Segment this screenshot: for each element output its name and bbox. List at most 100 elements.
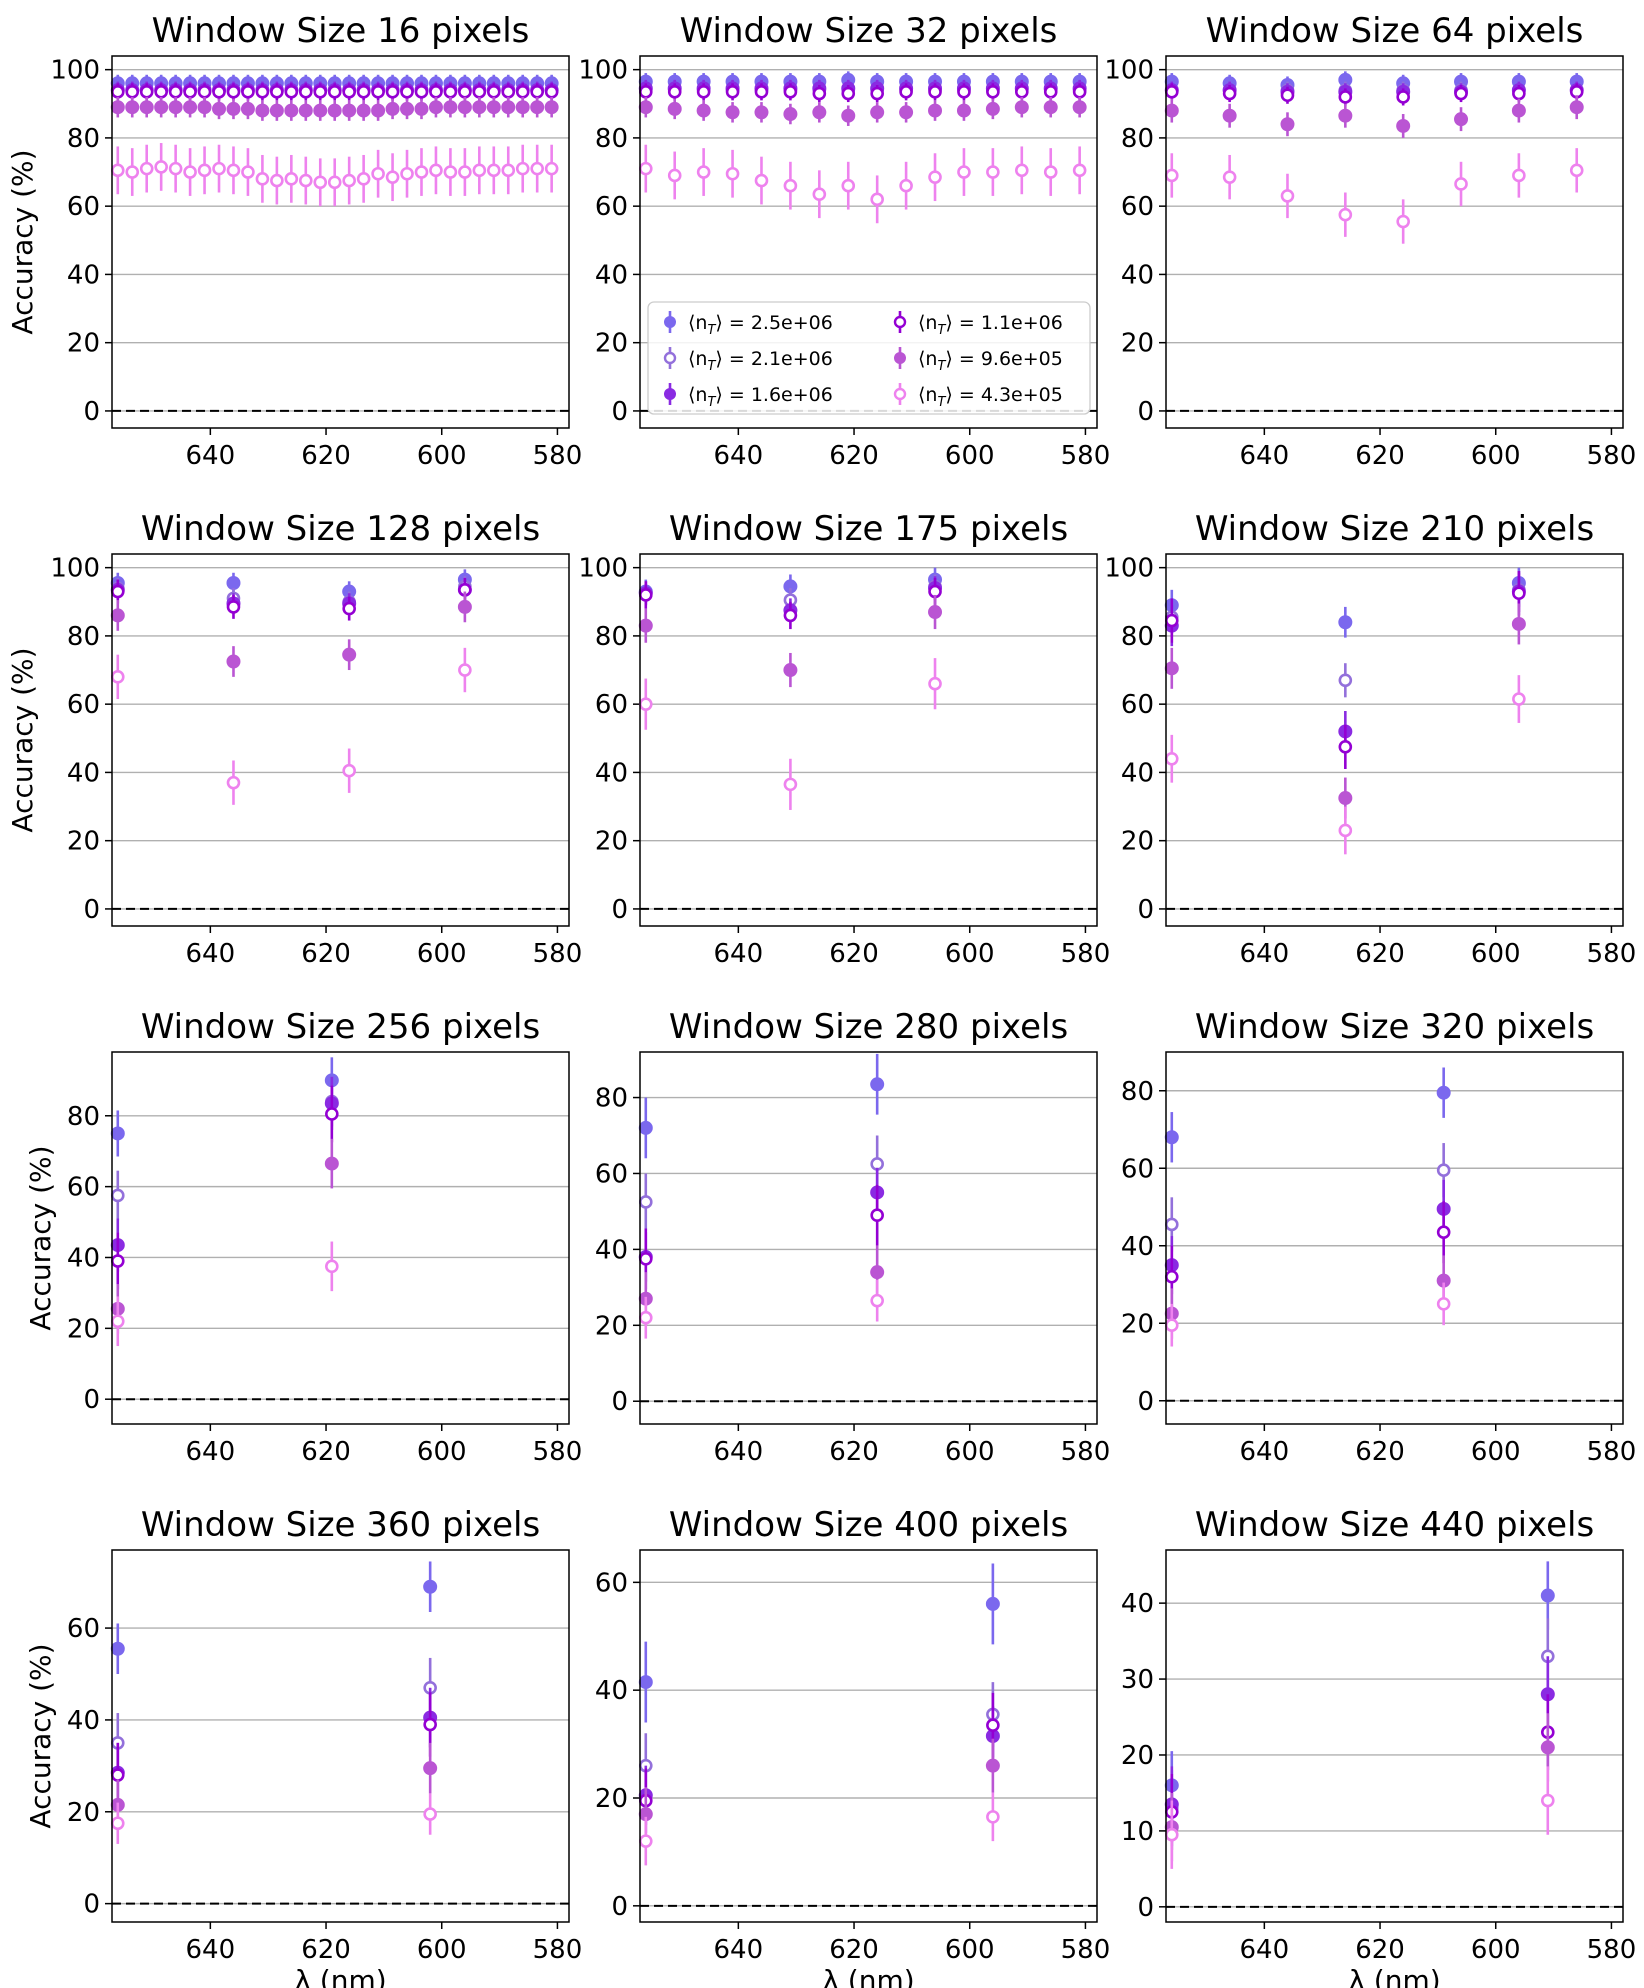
data-point (270, 85, 284, 99)
series-3 (1164, 1656, 1555, 1843)
series-5 (1164, 603, 1526, 819)
data-point (1569, 100, 1584, 115)
data-point (986, 165, 1000, 179)
data-point (1280, 189, 1295, 203)
axes-frame (1165, 1549, 1624, 1923)
series-5 (110, 1138, 339, 1334)
data-point (899, 178, 913, 193)
data-point (783, 85, 798, 99)
data-point (385, 170, 400, 184)
data-point (342, 763, 356, 778)
y-tick-label: 80 (1121, 1077, 1154, 1107)
y-tick-label: 80 (67, 124, 100, 154)
series-4 (1164, 1201, 1451, 1308)
panel-4: Window Size 128 pixels 0 20 40 60 80 100 640 620… (6, 509, 582, 969)
data-point (1043, 85, 1058, 99)
data-point (197, 85, 212, 99)
x-tick-label: 600 (945, 1437, 995, 1467)
panel-1: Window Size 16 pixels 0 20 40 60 80 100 640 620 6… (6, 11, 582, 471)
y-tick-label: 10 (1121, 1817, 1154, 1847)
axes-frame (1165, 1051, 1624, 1425)
y-axis-label: Accuracy (%) (6, 647, 39, 832)
x-tick-label: 640 (186, 939, 236, 969)
legend-marker (663, 351, 677, 365)
series-1 (1164, 1561, 1555, 1820)
series-4 (638, 1692, 1000, 1834)
x-tick-label: 580 (1587, 441, 1637, 471)
data-point (226, 85, 241, 99)
data-point (1164, 1130, 1179, 1145)
y-axis-label: Accuracy (%) (24, 1145, 57, 1330)
series-1 (110, 569, 472, 602)
data-point (1511, 616, 1526, 631)
y-tick-label: 40 (595, 1235, 628, 1265)
data-point (783, 107, 798, 122)
x-tick-label: 580 (533, 1437, 583, 1467)
legend-label-prefix: ⟨n (688, 384, 707, 406)
data-point (783, 178, 798, 193)
y-tick-label: 60 (595, 690, 628, 720)
data-point (754, 105, 769, 120)
y-tick-label: 20 (1121, 1309, 1154, 1339)
series-3 (110, 1076, 339, 1272)
data-point (1072, 100, 1087, 115)
panel-12: Window Size 440 pixels 0 10 20 30 40 640 620 600… (1121, 1505, 1636, 1988)
data-point (899, 85, 913, 99)
x-tick-label: 600 (417, 441, 467, 471)
data-point (696, 103, 711, 118)
panel-title: Window Size 440 pixels (1195, 1505, 1594, 1545)
series-5 (1164, 1255, 1451, 1339)
legend-entry: ⟨nT⟩ = 2.5e+06 (664, 311, 833, 338)
y-tick-label: 80 (595, 622, 628, 652)
data-point (313, 175, 328, 190)
data-point (870, 86, 884, 101)
legend-marker (664, 316, 676, 328)
y-tick-label: 40 (67, 1243, 100, 1273)
data-point (324, 1156, 339, 1171)
x-tick-label: 640 (186, 1437, 236, 1467)
series-4 (110, 1692, 437, 1808)
panel-3: Window Size 64 pixels 0 20 40 60 80 100 640 620 6… (1104, 11, 1636, 471)
data-point (1014, 85, 1029, 99)
legend: ⟨nT⟩ = 2.5e+06⟨nT⟩ = 2.1e+06⟨nT⟩ = 1.6e+… (647, 301, 1091, 415)
legend-marker (893, 315, 907, 329)
data-point (197, 163, 212, 178)
y-axis-label: Accuracy (%) (6, 149, 39, 334)
data-point (928, 170, 942, 184)
y-tick-label: 20 (595, 1784, 628, 1814)
series-6 (638, 658, 942, 810)
data-point (458, 663, 472, 677)
y-tick-label: 80 (1121, 124, 1154, 154)
legend-label-subscript: T (707, 395, 716, 410)
data-point (298, 103, 313, 118)
data-point (1338, 673, 1353, 688)
y-tick-label: 20 (595, 329, 628, 359)
x-tick-label: 580 (1587, 1437, 1637, 1467)
panel-title: Window Size 16 pixels (152, 11, 530, 51)
x-tick-label: 620 (1355, 939, 1405, 969)
series-3 (110, 579, 472, 614)
panel-10: Window Size 360 pixels 0 20 40 60 640 620 600 58… (24, 1505, 582, 1988)
data-point (457, 100, 472, 115)
axes-frame (639, 55, 1098, 429)
data-point (110, 1816, 125, 1831)
y-tick-label: 60 (595, 1568, 628, 1598)
legend-label-prefix: ⟨n (688, 312, 707, 334)
series-4 (1164, 1694, 1555, 1850)
data-point (1164, 168, 1179, 183)
data-point (1164, 1318, 1179, 1332)
data-point (1454, 112, 1469, 127)
series-3 (110, 1687, 438, 1803)
legend-label-suffix: ⟩ = 2.5e+06 (715, 312, 832, 334)
series-6 (110, 1793, 437, 1844)
data-point (515, 100, 530, 115)
data-point (110, 1314, 125, 1329)
data-point (870, 1208, 884, 1223)
x-tick-label: 580 (1061, 1935, 1111, 1965)
series-6 (638, 144, 1087, 224)
data-point (110, 1126, 125, 1141)
series-6 (110, 647, 472, 805)
x-tick-label: 620 (1355, 441, 1405, 471)
data-point (458, 85, 472, 99)
x-tick-label: 620 (301, 1935, 351, 1965)
